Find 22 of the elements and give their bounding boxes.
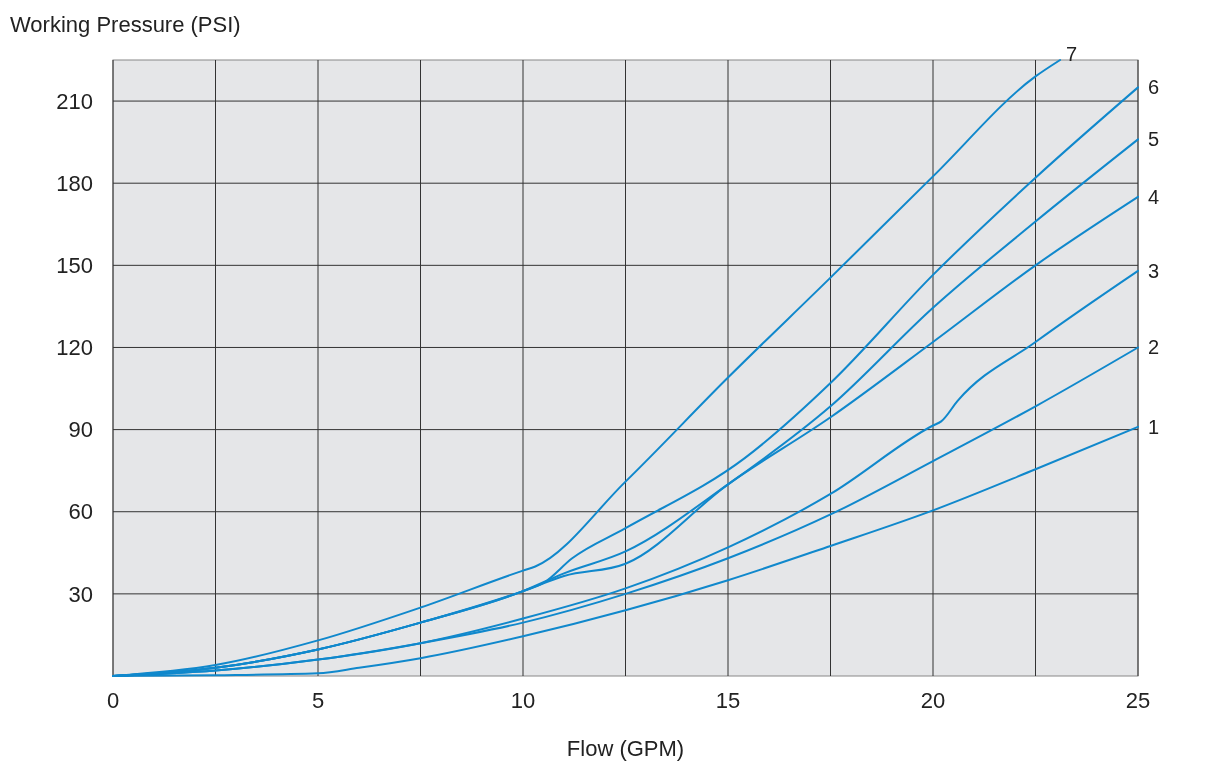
y-tick-label: 120 bbox=[56, 335, 93, 361]
y-tick-label: 180 bbox=[56, 170, 93, 196]
y-axis-title: Working Pressure (PSI) bbox=[10, 12, 241, 37]
series-label: 2 bbox=[1148, 336, 1160, 359]
y-tick-label: 150 bbox=[56, 253, 93, 279]
series-label: 1 bbox=[1148, 415, 1160, 438]
y-tick-label: 90 bbox=[68, 417, 93, 443]
x-tick-label: 20 bbox=[920, 688, 946, 713]
x-tick-label: 10 bbox=[510, 688, 536, 713]
x-tick-label: 0 bbox=[106, 688, 120, 713]
y-tick-label: 210 bbox=[56, 88, 93, 114]
x-tick-label: 25 bbox=[1125, 688, 1151, 713]
x-tick-label: 5 bbox=[311, 688, 325, 713]
series-label: 3 bbox=[1148, 259, 1160, 282]
series-label: 4 bbox=[1148, 185, 1160, 208]
series-label: 5 bbox=[1148, 128, 1160, 151]
series-label: 6 bbox=[1148, 76, 1160, 99]
series-label: 7 bbox=[1066, 43, 1078, 65]
x-axis-title: Flow (GPM) bbox=[566, 736, 685, 761]
y-tick-label: 30 bbox=[68, 581, 93, 607]
y-tick-label: 60 bbox=[68, 499, 93, 525]
x-tick-label: 15 bbox=[715, 688, 741, 713]
